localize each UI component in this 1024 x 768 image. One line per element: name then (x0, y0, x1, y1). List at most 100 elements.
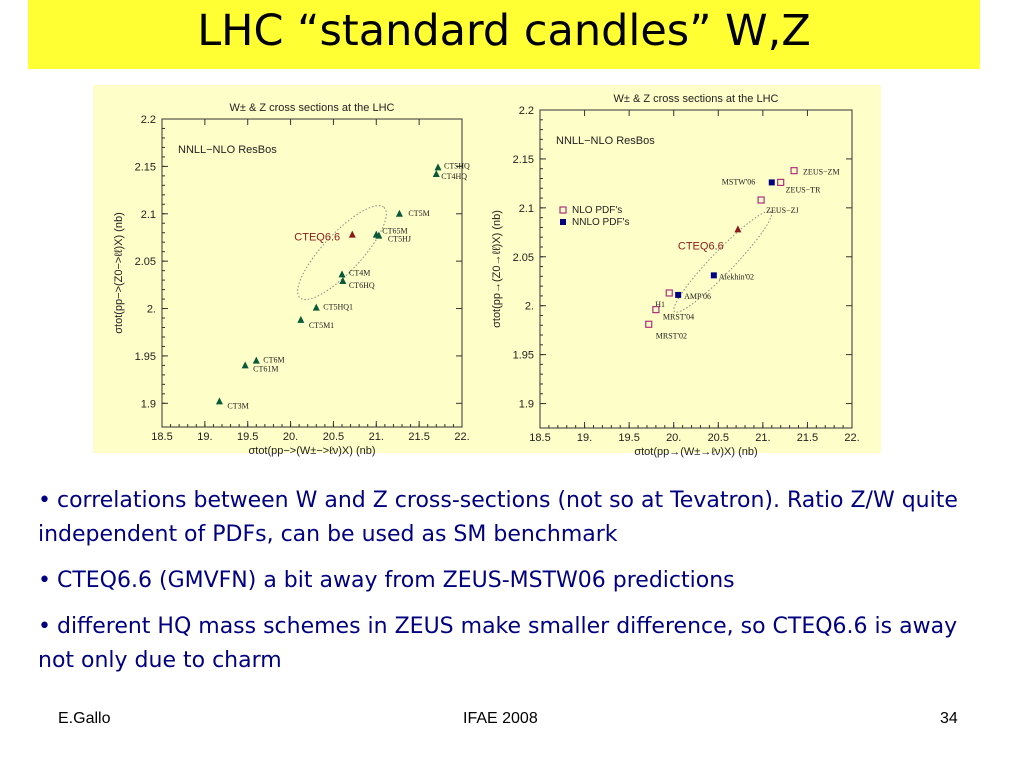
data-point-label: CT5HJ (388, 235, 411, 244)
y-tick-label: 2.2 (519, 105, 534, 117)
y-tick-label: 2.05 (513, 252, 534, 264)
chart-title: W± & Z cross sections at the LHC (614, 93, 779, 105)
x-tick-label: 19. (197, 431, 212, 443)
x-tick-label: 19.5 (618, 432, 639, 444)
x-tick-label: 21.5 (797, 432, 818, 444)
bullet-item: • different HQ mass schemes in ZEUS make … (38, 610, 998, 678)
data-point-marker (757, 196, 765, 204)
data-point-marker (338, 270, 346, 278)
data-point-marker (312, 303, 320, 311)
data-point-marker (675, 291, 682, 298)
data-point-marker (297, 315, 305, 323)
data-point-marker (790, 167, 798, 175)
data-point-label: CT5HQ1 (323, 303, 353, 312)
x-tick-label: 18.5 (529, 432, 550, 444)
y-tick-label: 2.2 (141, 114, 156, 126)
data-point-label: CTEQ6.6 (678, 240, 724, 252)
bullet-text: CTEQ6.6 (GMVFN) a bit away from ZEUS-MST… (56, 568, 735, 593)
y-tick-label: 1.95 (513, 350, 534, 362)
bullet-dot: • (38, 488, 51, 513)
data-point-marker (665, 289, 673, 297)
data-point-label: Alekhin'02 (719, 272, 754, 281)
y-axis-label: σtot(pp→(Z0→ℓℓ)X) (nb) (491, 210, 503, 328)
data-point-marker (241, 361, 249, 369)
data-point-label: MRST'02 (656, 331, 687, 340)
figure-panel (93, 85, 881, 453)
data-point-label: ZEUS−TR (786, 185, 821, 194)
data-point-label: CT4M (349, 268, 370, 277)
data-point-label: CT5HQ (444, 161, 470, 170)
x-tick-label: 20.5 (323, 431, 344, 443)
uncertainty-ellipse (297, 205, 387, 301)
bullet-dot: • (38, 614, 51, 639)
y-tick-label: 2.1 (519, 203, 534, 215)
chart-1: W± & Z cross sections at the LHC NNLL−NLO… (113, 102, 470, 457)
data-point-marker (215, 397, 223, 405)
data-point-marker (252, 356, 260, 364)
data-point-label: CT3M (227, 401, 248, 410)
legend-marker (560, 219, 566, 225)
data-point-label: CT65M (382, 227, 407, 236)
y-tick-label: 2.15 (513, 154, 534, 166)
bullet-item: • CTEQ6.6 (GMVFN) a bit away from ZEUS-MS… (38, 564, 998, 598)
data-point-marker (768, 179, 775, 186)
x-tick-label: 20. (283, 431, 298, 443)
x-tick-label: 20.5 (708, 432, 729, 444)
data-point-marker (710, 272, 717, 279)
data-point-marker (348, 230, 356, 238)
x-tick-label: 21.5 (408, 431, 429, 443)
x-tick-label: 22. (844, 432, 859, 444)
data-point-marker (434, 163, 442, 171)
data-point-marker (652, 306, 660, 314)
data-point-marker (339, 277, 347, 285)
y-tick-label: 1.95 (135, 351, 156, 363)
data-point-label: CT6HQ (349, 281, 375, 290)
y-tick-label: 1.9 (519, 399, 534, 411)
title-bar: LHC “standard candles” W,Z (28, 0, 980, 69)
footer-page-number: 34 (940, 710, 958, 727)
y-tick-label: 2. (525, 301, 534, 313)
data-point-label: CT5M1 (309, 321, 334, 330)
data-point-label: CT61M (253, 364, 278, 373)
footer-conference: IFAE 2008 (463, 710, 538, 727)
slide-title: LHC “standard candles” W,Z (197, 6, 811, 56)
data-point-label: CTEQ6.6 (294, 232, 340, 244)
data-point-label: CT4HQ (441, 172, 467, 181)
y-tick-label: 2. (147, 304, 156, 316)
legend-marker (559, 206, 567, 214)
data-point-label: ZEUS−ZM (803, 168, 840, 177)
chart-title: W± & Z cross sections at the LHC (230, 102, 395, 114)
data-point-marker (645, 320, 653, 328)
x-tick-label: 20. (666, 432, 681, 444)
model-label: NNLL−NLO ResBos (556, 135, 655, 147)
plot-frame (161, 118, 463, 428)
x-axis-label: σtot(pp→(W±→ℓν)X) (nb) (634, 446, 757, 458)
y-axis-label: σtot(pp−>(Z0−>ℓℓ)X) (nb) (113, 212, 125, 334)
x-axis-label: σtot(pp−>(W±−>ℓν)X) (nb) (248, 445, 375, 457)
model-label: NNLL−NLO ResBos (178, 144, 277, 156)
uncertainty-ellipse (673, 210, 773, 313)
data-point-marker (375, 231, 383, 239)
data-point-marker (777, 178, 785, 187)
x-tick-label: 19. (577, 432, 592, 444)
x-tick-label: 19.5 (237, 431, 258, 443)
data-point-label: CT5M (408, 209, 429, 218)
x-tick-label: 21. (755, 432, 770, 444)
data-point-marker (432, 169, 440, 177)
legend-label: NLO PDF's (572, 205, 622, 216)
data-point-label: MSTW'06 (722, 177, 755, 186)
x-tick-label: 22. (454, 431, 469, 443)
y-tick-label: 2.05 (135, 256, 156, 268)
bullet-item: • correlations between W and Z cross-sect… (38, 484, 998, 552)
y-tick-label: 2.1 (141, 209, 156, 221)
data-point-label: H1 (655, 300, 665, 309)
data-point-marker (395, 209, 403, 217)
x-tick-label: 18.5 (151, 431, 172, 443)
legend-label: NNLO PDF's (572, 217, 629, 228)
data-point-label: MRST'04 (663, 313, 694, 322)
bullet-dot: • (38, 568, 51, 593)
bullet-text: different HQ mass schemes in ZEUS make s… (38, 614, 958, 673)
bullet-text: correlations between W and Z cross-secti… (38, 488, 958, 547)
chart-2: W± & Z cross sections at the LHC NNLL−NLO… (491, 93, 860, 458)
